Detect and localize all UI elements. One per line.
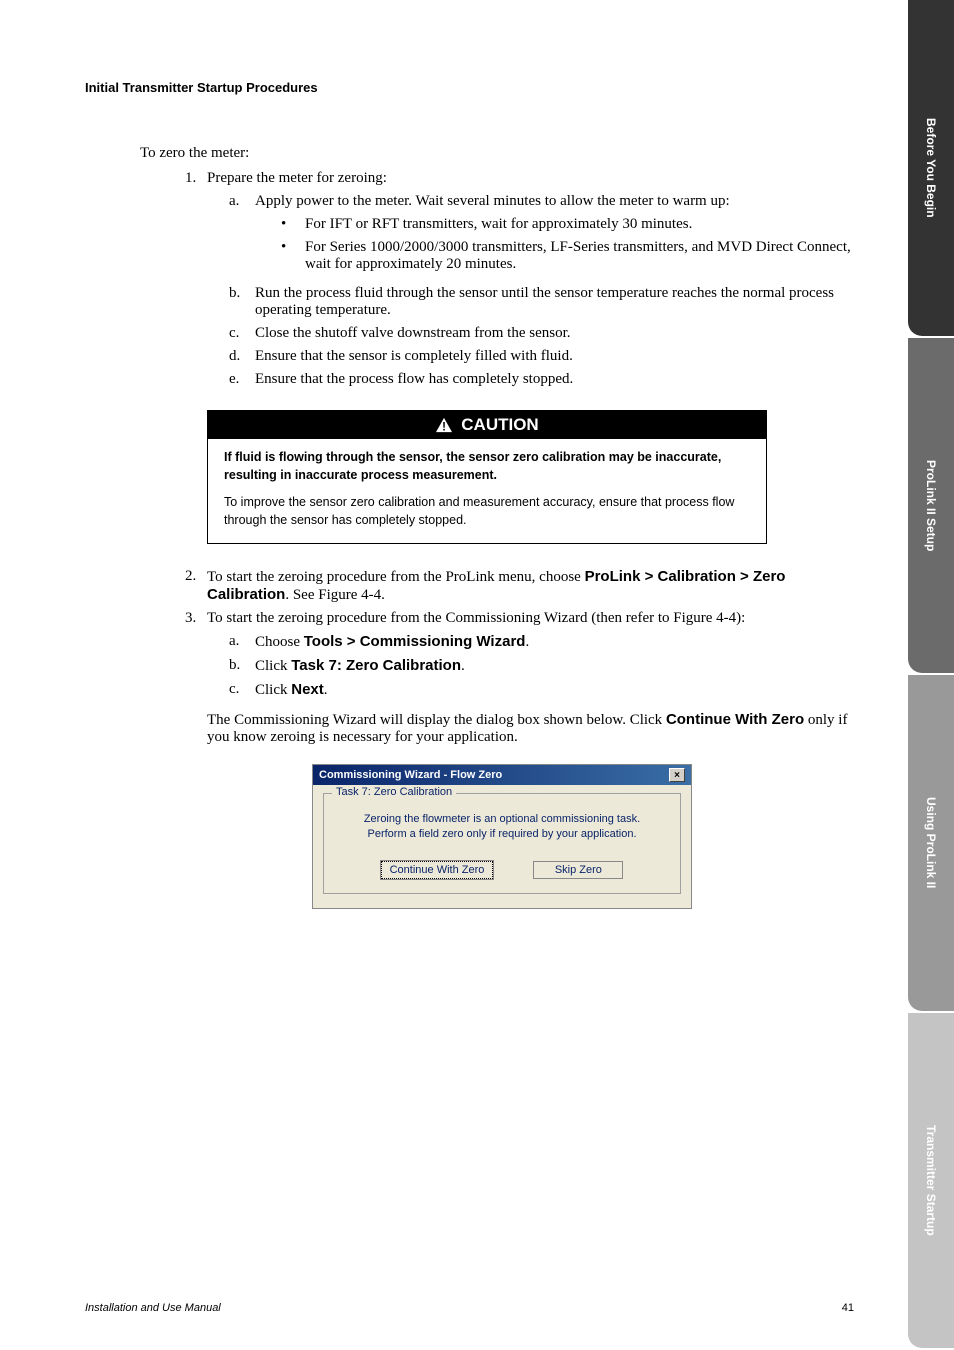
close-icon[interactable]: × [669,768,685,782]
dialog-text-line1: Zeroing the flowmeter is an optional com… [336,812,668,827]
caution-body-text: To improve the sensor zero calibration a… [224,495,734,527]
substep-label: a. [229,633,255,651]
caution-header: ! CAUTION [208,411,766,439]
substep-d: d. Ensure that the sensor is completely … [229,348,859,365]
substep-a: a. Choose Tools > Commissioning Wizard. [229,633,859,651]
step-text: Prepare the meter for zeroing: [207,170,387,186]
step-text-post: . See Figure 4-4. [285,587,385,603]
page-number: 41 [842,1302,854,1314]
substep-b: b. Run the process fluid through the sen… [229,285,859,319]
substep-label: c. [229,325,255,342]
caution-box: ! CAUTION If fluid is flowing through th… [207,410,767,544]
continue-with-zero-button[interactable]: Continue With Zero [381,861,494,879]
tab-using-prolink[interactable]: Using ProLink II [908,675,954,1011]
substep-text: Ensure that the process flow has complet… [255,371,859,388]
tab-before-you-begin[interactable]: Before You Begin [908,0,954,336]
substep-text: Apply power to the meter. Wait several m… [255,193,730,209]
tab-transmitter-startup[interactable]: Transmitter Startup [908,1013,954,1349]
menu-path: Tools > Commissioning Wizard [304,633,526,650]
caution-bold-text: If fluid is flowing through the sensor, … [224,449,750,484]
step-number: 1. [185,170,207,394]
footer-left: Installation and Use Manual [85,1302,221,1314]
flow-zero-dialog: Commissioning Wizard - Flow Zero × Task … [312,764,692,909]
substep-text: Close the shutoff valve downstream from … [255,325,859,342]
substep-label: a. [229,193,255,279]
warning-icon: ! [435,417,453,433]
dialog-fieldset: Task 7: Zero Calibration Zeroing the flo… [323,793,681,894]
button-name: Next [291,681,324,698]
bullet-item: • For IFT or RFT transmitters, wait for … [281,216,859,233]
wizard-paragraph: The Commissioning Wizard will display th… [207,711,859,746]
section-header: Initial Transmitter Startup Procedures [85,80,859,95]
substep-label: e. [229,371,255,388]
step-3: 3. To start the zeroing procedure from t… [185,610,859,705]
side-tabs: Before You Begin ProLink II Setup Using … [908,0,954,1350]
substep-c: c. Close the shutoff valve downstream fr… [229,325,859,342]
numbered-list: 1. Prepare the meter for zeroing: a. App… [185,170,859,394]
tab-prolink-setup[interactable]: ProLink II Setup [908,338,954,674]
step-number: 3. [185,610,207,705]
bullet-mark: • [281,239,305,273]
substep-pre: Click [255,682,291,698]
substep-pre: Choose [255,634,304,650]
substep-text: Run the process fluid through the sensor… [255,285,859,319]
step-text: To start the zeroing procedure from the … [207,610,745,626]
substep-b: b. Click Task 7: Zero Calibration. [229,657,859,675]
svg-text:!: ! [442,421,446,433]
dialog-text-line2: Perform a field zero only if required by… [336,827,668,842]
page-footer: Installation and Use Manual 41 [85,1302,854,1314]
substep-label: b. [229,285,255,319]
step-2: 2. To start the zeroing procedure from t… [185,568,859,604]
bullet-text: For IFT or RFT transmitters, wait for ap… [305,216,859,233]
dialog-title-text: Commissioning Wizard - Flow Zero [319,769,502,781]
button-name: Continue With Zero [666,711,804,728]
step-text-pre: To start the zeroing procedure from the … [207,569,585,585]
skip-zero-button[interactable]: Skip Zero [533,861,623,879]
fieldset-legend: Task 7: Zero Calibration [332,786,456,798]
substep-post: . [461,658,465,674]
dialog-titlebar: Commissioning Wizard - Flow Zero × [313,765,691,785]
bullet-mark: • [281,216,305,233]
intro-text: To zero the meter: [140,145,859,162]
substep-post: . [324,682,328,698]
caution-title: CAUTION [461,415,538,435]
task-name: Task 7: Zero Calibration [291,657,461,674]
substep-e: e. Ensure that the process flow has comp… [229,371,859,388]
bullet-item: • For Series 1000/2000/3000 transmitters… [281,239,859,273]
step-1: 1. Prepare the meter for zeroing: a. App… [185,170,859,394]
substep-pre: Click [255,658,291,674]
bullet-text: For Series 1000/2000/3000 transmitters, … [305,239,859,273]
substep-post: . [525,634,529,650]
substep-label: b. [229,657,255,675]
substep-text: Ensure that the sensor is completely fil… [255,348,859,365]
numbered-list-cont: 2. To start the zeroing procedure from t… [185,568,859,705]
substep-label: c. [229,681,255,699]
substep-c: c. Click Next. [229,681,859,699]
wizard-pre: The Commissioning Wizard will display th… [207,712,666,728]
substep-a: a. Apply power to the meter. Wait severa… [229,193,859,279]
substep-label: d. [229,348,255,365]
step-number: 2. [185,568,207,604]
